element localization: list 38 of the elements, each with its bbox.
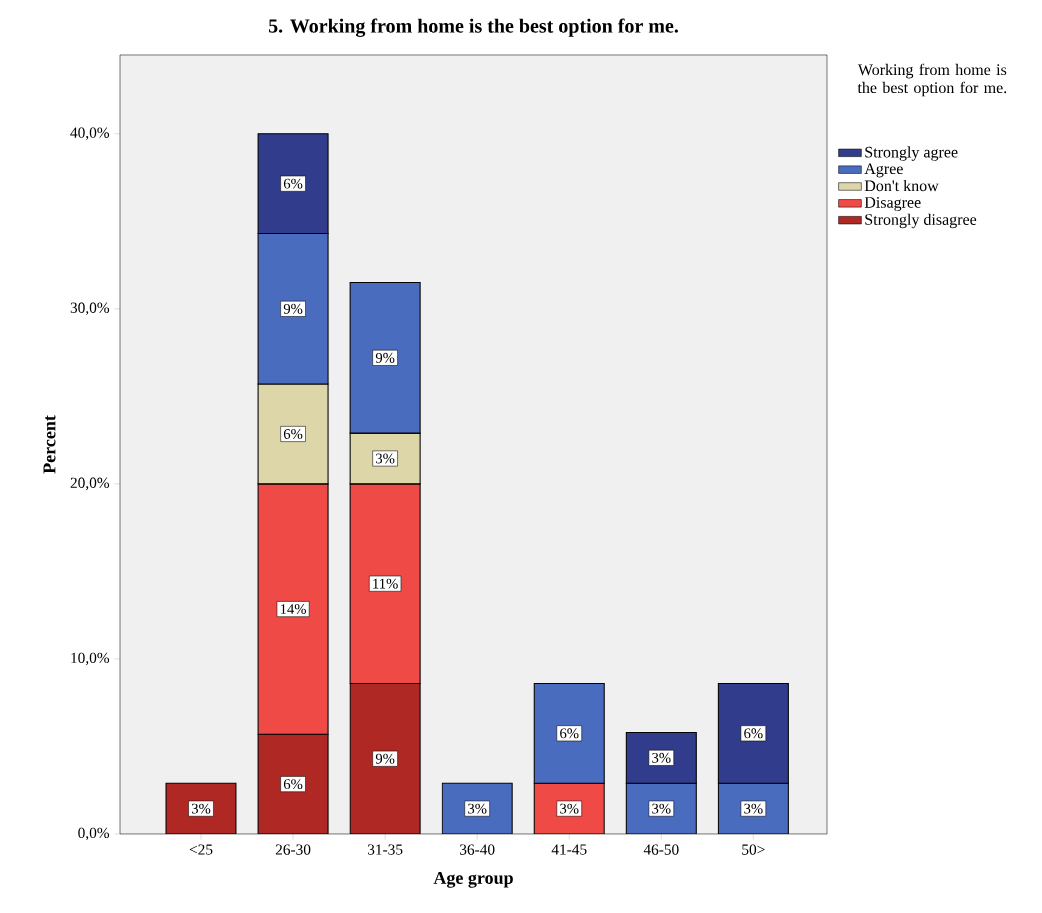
- legend-label: Agree: [864, 163, 903, 178]
- data-label: 3%: [376, 453, 395, 464]
- x-tick-label: 36-40: [460, 844, 495, 855]
- x-tick-label: <25: [189, 844, 213, 855]
- data-label: 9%: [283, 303, 303, 314]
- data-label: 11%: [373, 578, 398, 589]
- data-label: 14%: [280, 604, 307, 615]
- x-tick-label: 50>: [742, 844, 765, 855]
- data-label: 9%: [375, 753, 395, 764]
- x-tick-label: 46-50: [643, 844, 679, 855]
- y-axis-title: Percent: [43, 415, 56, 474]
- x-tick-label: 41-45: [551, 844, 587, 855]
- y-tick-label: 0,0%: [78, 827, 110, 841]
- y-tick-label: 20,0%: [70, 477, 110, 491]
- legend-label: Strongly disagree: [865, 213, 977, 229]
- chart-title: 5. Working from home is the best option for me.: [268, 18, 678, 37]
- x-axis-title: Age group: [433, 871, 513, 888]
- data-label: 6%: [283, 178, 303, 189]
- data-label: 3%: [468, 803, 487, 814]
- data-label: 6%: [560, 728, 579, 739]
- legend-label: Disagree: [864, 197, 921, 212]
- data-label: 3%: [744, 803, 763, 814]
- y-tick-label: 30,0%: [70, 302, 110, 316]
- x-tick-label: 26-30: [275, 844, 311, 855]
- data-label: 6%: [744, 728, 763, 739]
- legend-title: Working from home is the best option for me.: [857, 63, 1007, 97]
- data-label: 6%: [283, 429, 303, 439]
- data-label: 3%: [652, 803, 671, 814]
- data-label: 6%: [283, 779, 303, 790]
- legend-label: Strongly agree: [865, 146, 958, 161]
- data-label: 3%: [652, 752, 671, 763]
- y-tick-label: 10,0%: [71, 652, 110, 666]
- data-label: 9%: [375, 352, 395, 363]
- data-label: 3%: [191, 803, 211, 814]
- y-tick-label: 40,0%: [70, 127, 110, 141]
- x-tick-label: 31-35: [367, 844, 403, 855]
- data-label: 3%: [560, 803, 579, 814]
- legend-label: Don't know: [864, 179, 939, 192]
